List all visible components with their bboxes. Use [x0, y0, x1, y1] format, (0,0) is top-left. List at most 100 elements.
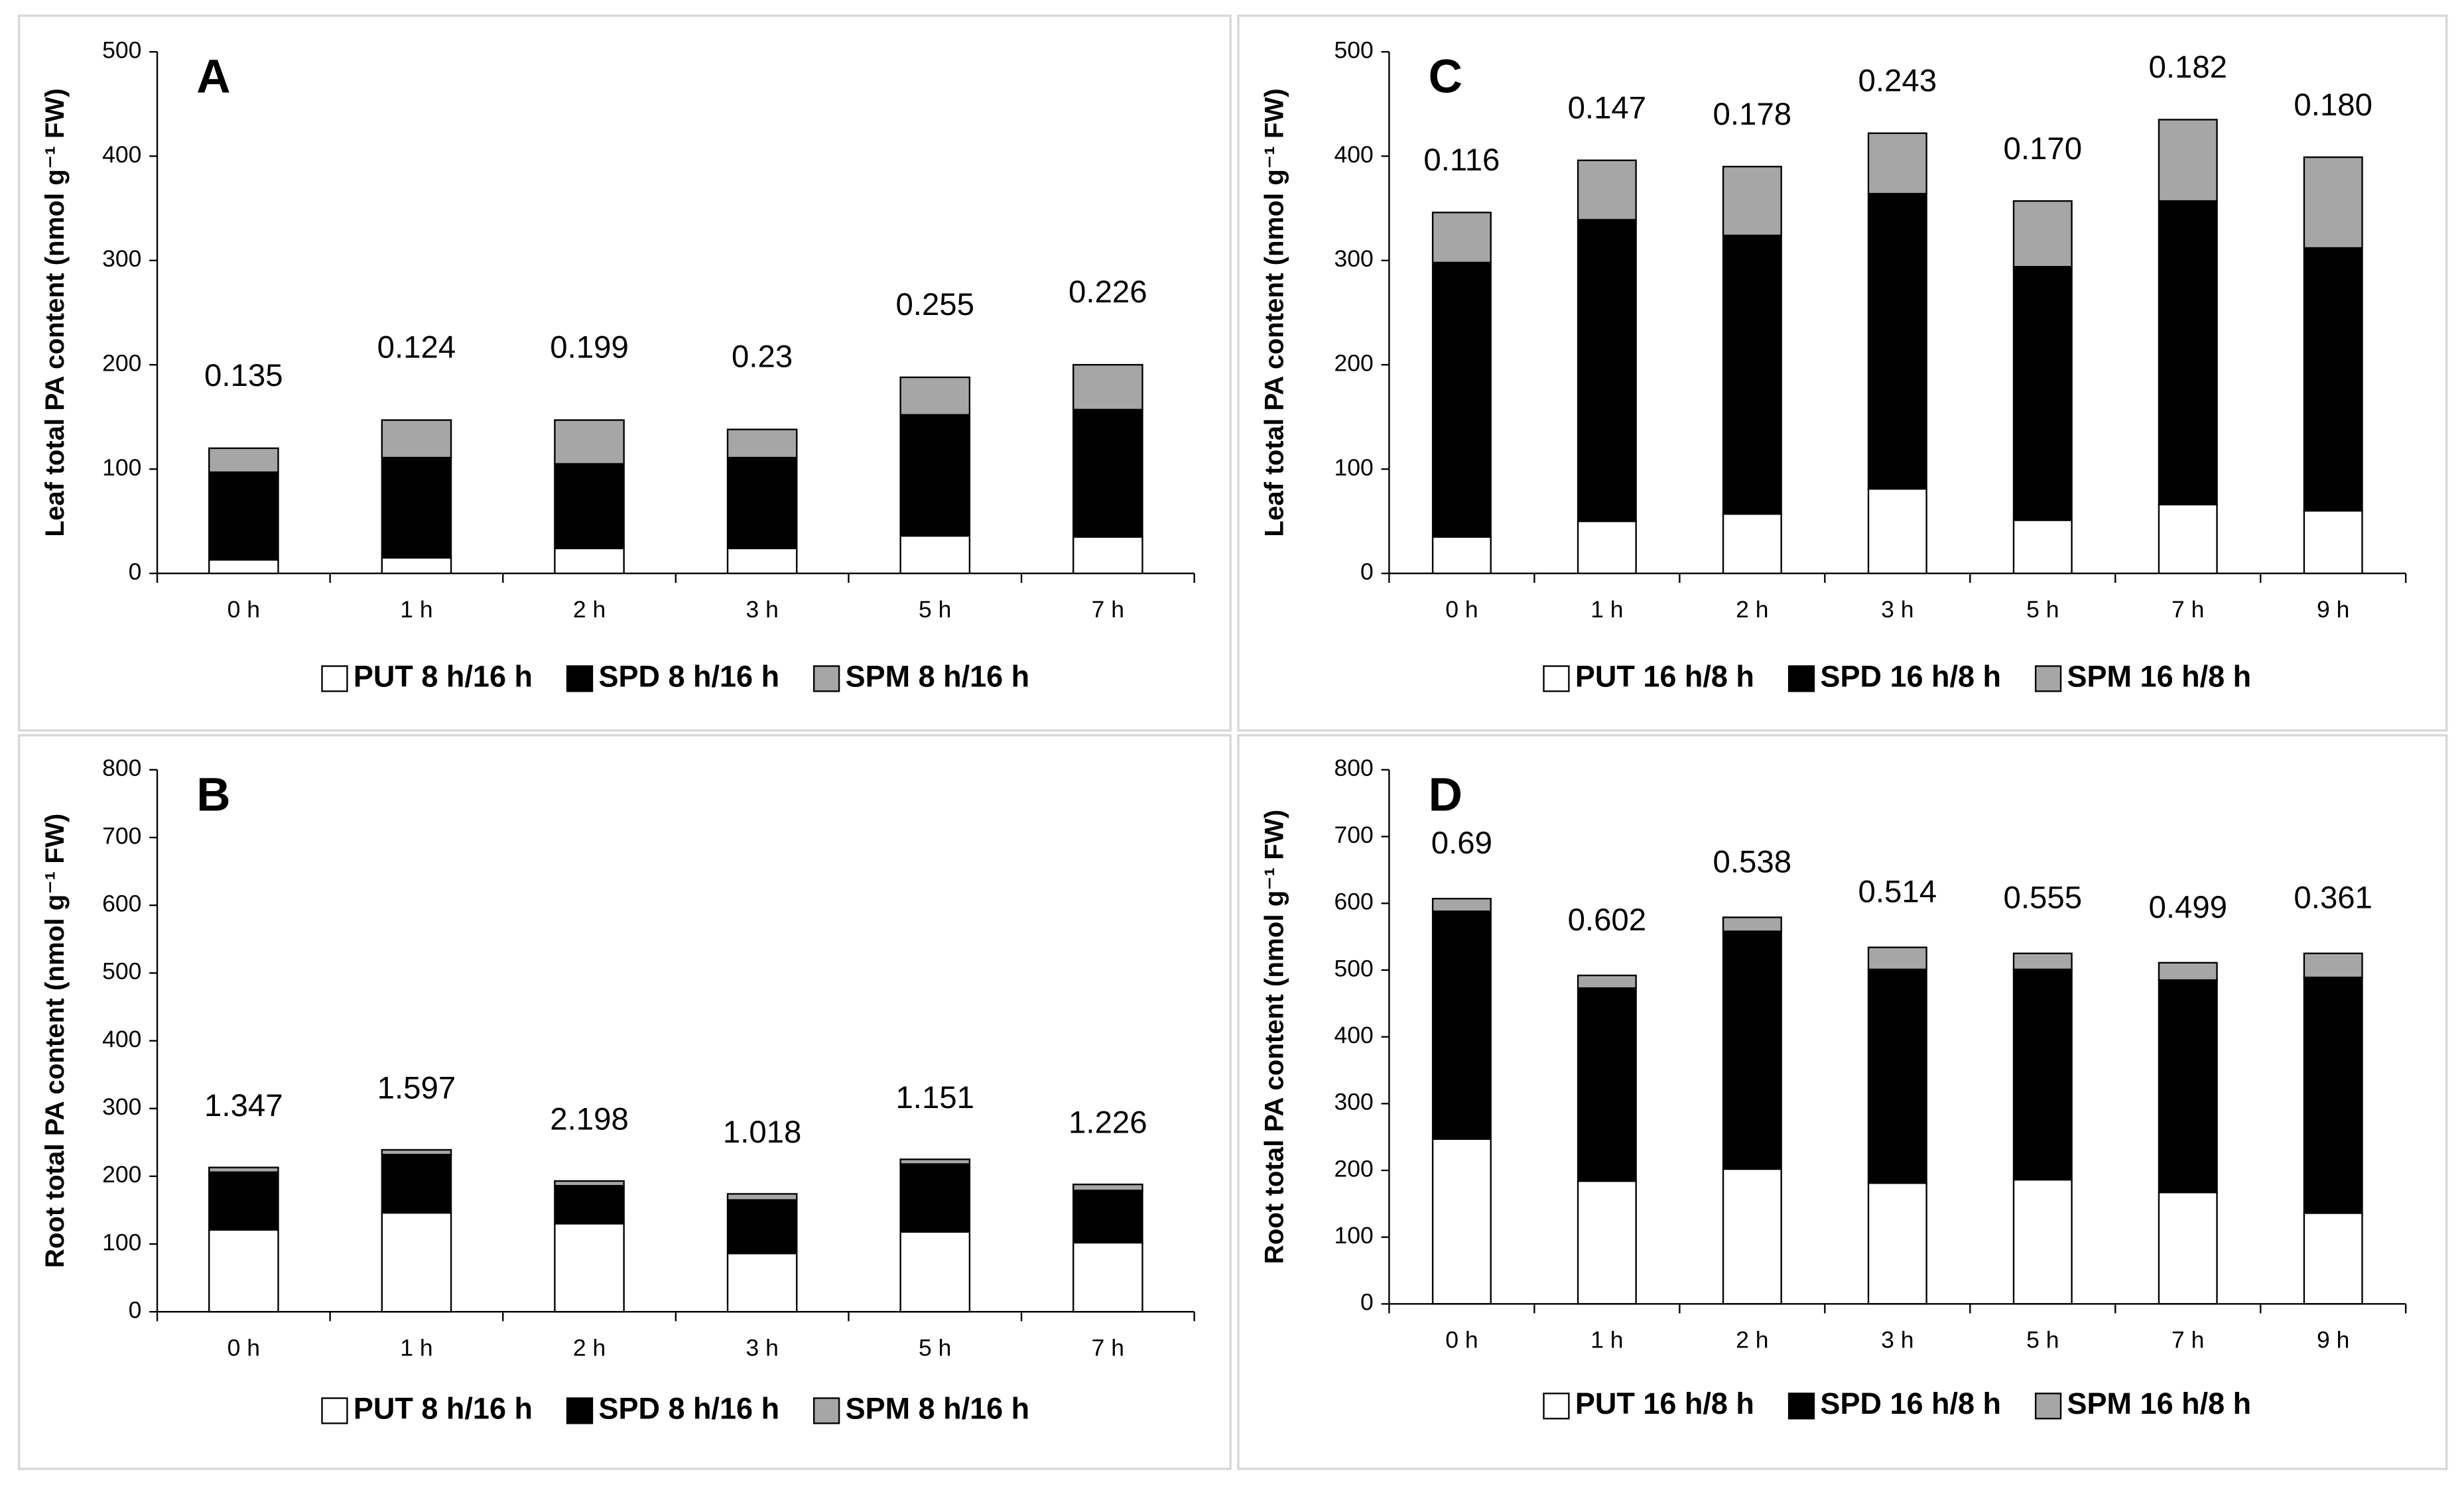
y-tick-label: 100 — [1334, 454, 1373, 481]
bar-segment — [1072, 1183, 1143, 1192]
bar-segment — [1431, 212, 1492, 264]
bar-segment — [2012, 968, 2073, 1181]
legend-swatch — [2034, 1393, 2062, 1420]
legend-label: PUT 16 h/8 h — [1575, 1387, 1754, 1420]
bar-annotation: 0.180 — [2294, 88, 2372, 123]
legend-swatch — [321, 1397, 348, 1424]
bar-annotation: 0.178 — [1713, 97, 1792, 132]
x-tick-label: 3 h — [746, 1334, 778, 1361]
bar-annotation: 0.514 — [1858, 875, 1937, 910]
bar-segment — [2303, 976, 2363, 1214]
bar-segment — [1577, 987, 1637, 1182]
y-tick-label: 500 — [102, 37, 141, 64]
legend-label: SPD 16 h/8 h — [1820, 1387, 2001, 1420]
panel-label: A — [196, 51, 230, 103]
bar-annotation: 0.243 — [1858, 64, 1937, 99]
bar-segment — [2012, 952, 2073, 971]
y-tick-label: 400 — [1334, 141, 1373, 168]
bar-annotation: 0.69 — [1431, 826, 1492, 861]
legend: PUT 8 h/16 h SPD 8 h/16 h SPM 8 h/16 h — [321, 1391, 1029, 1425]
panel-frame — [17, 733, 1232, 1470]
bar-segment — [1867, 946, 1927, 971]
legend-label: SPM 8 h/16 h — [846, 659, 1030, 693]
bar-segment — [1867, 1182, 1927, 1305]
bar-annotation: 0.361 — [2294, 881, 2372, 916]
bar-segment — [1072, 1190, 1143, 1244]
bar-segment — [726, 1253, 798, 1313]
x-tick-label: 7 h — [2172, 596, 2204, 623]
y-tick-label: 600 — [1334, 889, 1373, 915]
x-tick-label: 0 h — [227, 1334, 260, 1361]
panel-frame — [1237, 14, 2448, 732]
y-tick-label: 300 — [1334, 1089, 1373, 1115]
bar-segment — [1431, 1138, 1492, 1305]
bar-segment — [554, 547, 625, 574]
legend-swatch — [1543, 665, 1570, 692]
bar-segment — [2303, 156, 2363, 249]
y-tick-label: 600 — [102, 891, 141, 917]
y-axis-label: Root total PA content (nmol g⁻¹ FW) — [1259, 810, 1289, 1264]
panel-label: B — [196, 769, 230, 821]
bar-segment — [1867, 968, 1927, 1184]
bar-segment — [554, 1180, 625, 1187]
bar-segment — [1577, 219, 1637, 523]
legend-label: SPM 16 h/8 h — [2067, 1387, 2252, 1420]
bar-annotation: 1.018 — [723, 1115, 802, 1150]
bar-segment — [1431, 536, 1492, 574]
bar-segment — [726, 456, 798, 550]
bar-segment — [1577, 520, 1637, 574]
bar-segment — [1722, 916, 1782, 932]
legend-label: SPD 8 h/16 h — [598, 1391, 779, 1425]
x-tick-label: 1 h — [1590, 1327, 1623, 1353]
x-tick-label: 3 h — [746, 596, 778, 623]
bar-segment — [726, 428, 798, 459]
bar-annotation: 0.124 — [377, 330, 456, 365]
y-axis-label: Leaf total PA content (nmol g⁻¹ FW) — [1259, 88, 1289, 537]
bar-annotation: 0.555 — [2003, 881, 2082, 916]
bar-segment — [1431, 910, 1492, 1140]
y-tick-label: 0 — [129, 558, 142, 585]
legend-label: SPM 16 h/8 h — [2067, 659, 2252, 693]
bar-segment — [726, 1199, 798, 1255]
y-axis-label: Root total PA content (nmol g⁻¹ FW) — [40, 814, 70, 1269]
bar-segment — [2158, 503, 2218, 574]
y-tick-label: 400 — [102, 1026, 141, 1052]
x-tick-label: 7 h — [2172, 1327, 2204, 1353]
bar-segment — [1867, 192, 1927, 490]
y-tick-label: 700 — [1334, 822, 1373, 848]
bar-segment — [2158, 962, 2218, 981]
bar-segment — [1722, 234, 1782, 515]
y-tick-label: 100 — [1334, 1222, 1373, 1249]
bar-segment — [899, 1158, 971, 1165]
x-tick-label: 5 h — [2026, 1327, 2059, 1353]
bar-segment — [208, 1229, 279, 1313]
legend: PUT 16 h/8 h SPD 16 h/8 h SPM 16 h/8 h — [1543, 659, 2251, 693]
bar-annotation: 0.499 — [2148, 890, 2227, 925]
bar-segment — [1722, 513, 1782, 574]
bar-segment — [1072, 1241, 1143, 1313]
y-tick-label: 500 — [102, 958, 141, 985]
x-tick-label: 2 h — [573, 1334, 606, 1361]
panel-frame — [1237, 733, 2448, 1470]
y-axis-label: Leaf total PA content (nmol g⁻¹ FW) — [40, 88, 70, 537]
bar-annotation: 0.602 — [1568, 903, 1647, 938]
bar-segment — [208, 559, 279, 574]
bar-segment — [554, 463, 625, 550]
legend-swatch — [566, 1397, 594, 1424]
bar-segment — [2012, 266, 2073, 521]
x-tick-label: 7 h — [1092, 1334, 1124, 1361]
panel-label: C — [1429, 51, 1462, 103]
bar-annotation: 0.182 — [2148, 50, 2227, 85]
y-tick-label: 400 — [1334, 1022, 1373, 1048]
panel-frame — [17, 14, 1232, 732]
y-tick-label: 0 — [1360, 1289, 1374, 1316]
bar-segment — [554, 1184, 625, 1225]
bar-annotation: 2.198 — [550, 1101, 629, 1137]
bar-segment — [1431, 261, 1492, 538]
bar-segment — [2012, 519, 2073, 574]
bar-annotation: 1.347 — [204, 1088, 283, 1123]
bar-segment — [899, 414, 971, 537]
